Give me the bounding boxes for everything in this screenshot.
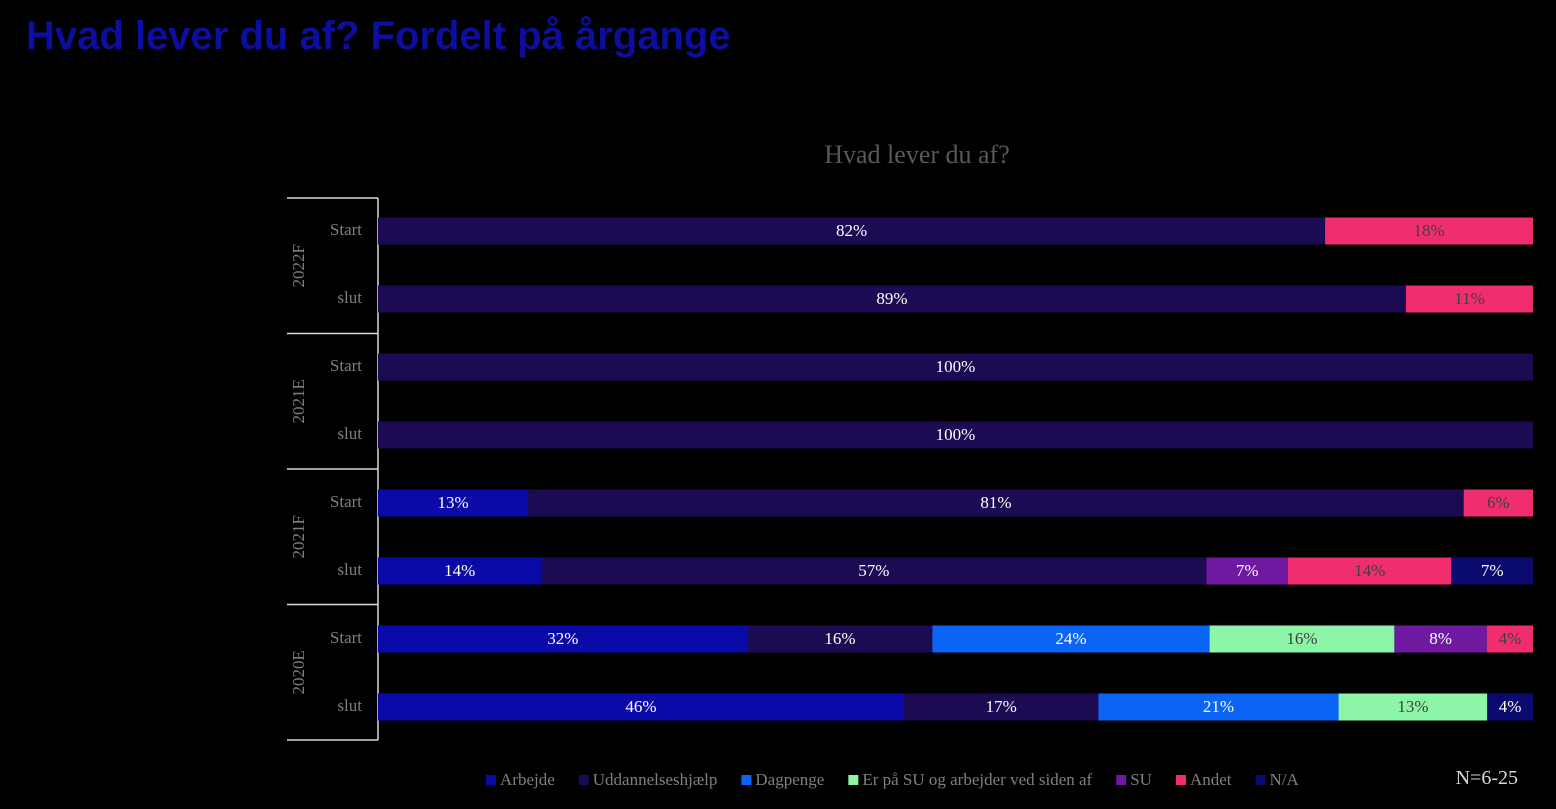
bar-segment	[378, 693, 905, 721]
legend-swatch	[848, 775, 859, 785]
data-label: 100%	[936, 357, 976, 376]
bar-segment	[1394, 625, 1487, 653]
data-label: 16%	[824, 629, 855, 648]
data-label: 32%	[547, 629, 578, 648]
data-label: 4%	[1499, 697, 1522, 716]
data-label: 13%	[1397, 697, 1428, 716]
data-label: 18%	[1413, 221, 1444, 240]
bar-segment	[1486, 625, 1533, 653]
legend-entry: Uddannelseshjælp	[593, 770, 718, 789]
row-label: Start	[330, 356, 362, 375]
row-label: slut	[337, 288, 362, 307]
bar-segment	[1338, 693, 1488, 721]
row-label: slut	[337, 696, 362, 715]
data-label: 8%	[1429, 629, 1452, 648]
bar-segment	[1463, 489, 1533, 517]
sample-size-note: N=6-25	[1455, 767, 1518, 789]
legend-swatch	[578, 775, 589, 785]
row-label: Start	[330, 220, 362, 239]
bar-segment	[1325, 217, 1533, 245]
legend-swatch	[1175, 775, 1186, 785]
group-label: 2021F	[289, 515, 308, 558]
bar-segment	[747, 625, 933, 653]
data-label: 21%	[1203, 697, 1234, 716]
data-label: 82%	[836, 221, 867, 240]
bar-segment	[378, 217, 1326, 245]
bar-segment	[1206, 557, 1288, 585]
legend-entry: Dagpenge	[755, 770, 824, 789]
data-label: 7%	[1481, 561, 1504, 580]
data-label: 17%	[986, 697, 1017, 716]
page-title: Hvad lever du af? Fordelt på årgange	[26, 14, 731, 58]
legend-entry: SU	[1130, 770, 1152, 789]
legend-entry: Arbejde	[500, 770, 555, 789]
data-label: 14%	[1354, 561, 1385, 580]
bar-segment	[1209, 625, 1395, 653]
legend-swatch	[486, 775, 496, 785]
data-label: 81%	[980, 493, 1011, 512]
legend-swatch	[741, 775, 752, 785]
data-label: 46%	[625, 697, 656, 716]
bar-segment	[541, 557, 1207, 585]
data-label: 13%	[437, 493, 468, 512]
data-label: 11%	[1454, 289, 1485, 308]
legend-entry: Andet	[1190, 770, 1232, 789]
data-label: 57%	[858, 561, 889, 580]
data-label: 24%	[1055, 629, 1086, 648]
bar-segment	[932, 625, 1210, 653]
data-label: 89%	[876, 289, 907, 308]
bar-segment	[378, 353, 1533, 381]
bar-segment	[378, 421, 1533, 449]
row-label: Start	[330, 628, 362, 647]
legend-swatch	[1255, 775, 1266, 785]
group-label: 2020E	[289, 650, 308, 694]
row-label: slut	[337, 560, 362, 579]
data-label: 16%	[1286, 629, 1317, 648]
chart-title: Hvad lever du af?	[824, 140, 1010, 169]
bar-segment	[1405, 285, 1533, 313]
bar-segment	[378, 489, 529, 517]
bar-segment	[528, 489, 1464, 517]
legend-entry: N/A	[1269, 770, 1299, 789]
group-label: 2021E	[289, 379, 308, 423]
bar-segment	[1288, 557, 1452, 585]
legend-swatch	[1116, 775, 1127, 785]
legend-entry: Er på SU og arbejder ved siden af	[862, 770, 1092, 789]
data-label: 14%	[444, 561, 475, 580]
data-label: 6%	[1487, 493, 1510, 512]
data-label: 100%	[936, 425, 976, 444]
bar-segment	[1451, 557, 1533, 585]
data-label: 7%	[1236, 561, 1259, 580]
row-label: Start	[330, 492, 362, 511]
bar-segment	[1487, 693, 1533, 721]
row-label: slut	[337, 424, 362, 443]
bar-segment	[1098, 693, 1339, 721]
group-label: 2022F	[289, 244, 308, 287]
bar-segment	[378, 285, 1406, 313]
bar-segment	[378, 557, 542, 585]
bar-segment	[904, 693, 1099, 721]
bar-segment	[378, 625, 748, 653]
data-label: 4%	[1499, 629, 1522, 648]
